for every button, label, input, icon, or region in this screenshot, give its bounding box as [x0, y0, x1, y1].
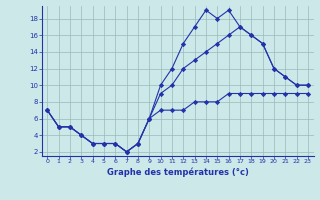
- X-axis label: Graphe des températures (°c): Graphe des températures (°c): [107, 167, 249, 177]
